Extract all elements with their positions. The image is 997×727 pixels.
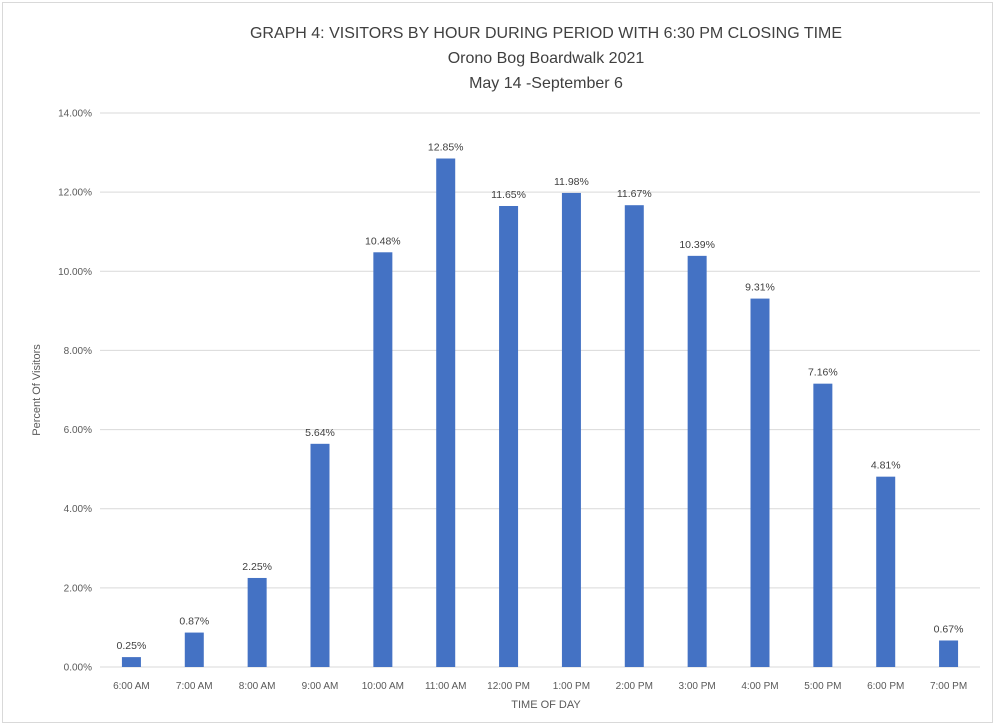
y-axis-label: Percent Of Visitors	[31, 344, 43, 436]
gridlines	[100, 112, 980, 668]
data-label: 10.48%	[365, 235, 401, 247]
data-labels: 0.25% 0.87% 2.25% 5.64% 10.48% 12.85% 11.65% 11…	[117, 142, 964, 653]
data-label: 11.98%	[554, 176, 589, 188]
data-label: 5.64%	[305, 427, 335, 439]
y-tick-label: 8.00%	[64, 346, 92, 357]
bar	[939, 640, 959, 667]
x-tick-label: 6:00 PM	[867, 681, 904, 692]
bar	[750, 298, 770, 667]
data-label: 0.67%	[934, 623, 964, 635]
y-tick-label: 10.00%	[58, 267, 92, 278]
data-label: 10.39%	[679, 239, 715, 251]
data-label: 0.25%	[117, 640, 147, 652]
x-tick-label: 3:00 PM	[679, 681, 716, 692]
data-label: 11.65%	[491, 189, 526, 201]
bar	[310, 443, 330, 667]
bar	[813, 383, 833, 667]
x-tick-label: 9:00 AM	[302, 681, 339, 692]
chart-title: GRAPH 4: VISITORS BY HOUR DURING PERIOD …	[250, 25, 842, 42]
y-tick-label: 2.00%	[64, 583, 92, 594]
data-label: 0.87%	[179, 616, 209, 628]
bar	[247, 577, 267, 667]
x-tick-label: 12:00 PM	[487, 681, 530, 692]
bar	[436, 158, 456, 667]
x-tick-label: 1:00 PM	[553, 681, 590, 692]
data-label: 2.25%	[242, 561, 272, 573]
bar	[876, 476, 896, 667]
bar	[499, 205, 519, 667]
y-tick-label: 12.00%	[58, 188, 92, 199]
y-axis-ticks: 0.00% 2.00% 4.00% 6.00% 8.00% 10.00% 12.00% 14.…	[58, 109, 92, 674]
chart-subtitle-line-1: Orono Bog Boardwalk 2021	[448, 50, 645, 67]
bar	[121, 657, 141, 667]
x-axis-label: TIME OF DAY	[511, 699, 581, 711]
y-tick-label: 6.00%	[64, 425, 92, 436]
data-label: 7.16%	[808, 367, 838, 379]
data-label: 9.31%	[745, 282, 775, 294]
x-tick-label: 7:00 PM	[930, 681, 967, 692]
bar	[184, 632, 204, 667]
y-tick-label: 0.00%	[64, 663, 92, 674]
bar	[687, 255, 707, 668]
x-tick-label: 6:00 AM	[113, 681, 150, 692]
x-tick-label: 2:00 PM	[616, 681, 653, 692]
bar	[561, 192, 581, 668]
chart-subtitle-line-2: May 14 -September 6	[469, 75, 623, 92]
y-tick-label: 4.00%	[64, 504, 92, 515]
x-tick-label: 5:00 PM	[804, 681, 841, 692]
x-tick-label: 4:00 PM	[741, 681, 778, 692]
bars	[121, 158, 959, 668]
x-tick-label: 7:00 AM	[176, 681, 213, 692]
bar	[373, 252, 393, 667]
x-axis-ticks: 6:00 AM 7:00 AM 8:00 AM 9:00 AM 10:00 AM 11:0…	[113, 681, 967, 692]
data-label: 11.67%	[617, 188, 652, 200]
y-tick-label: 14.00%	[58, 109, 92, 120]
x-tick-label: 8:00 AM	[239, 681, 276, 692]
bar	[624, 205, 644, 668]
x-tick-label: 10:00 AM	[362, 681, 404, 692]
data-label: 12.85%	[428, 142, 464, 154]
x-tick-label: 11:00 AM	[425, 681, 467, 692]
data-label: 4.81%	[871, 460, 901, 472]
